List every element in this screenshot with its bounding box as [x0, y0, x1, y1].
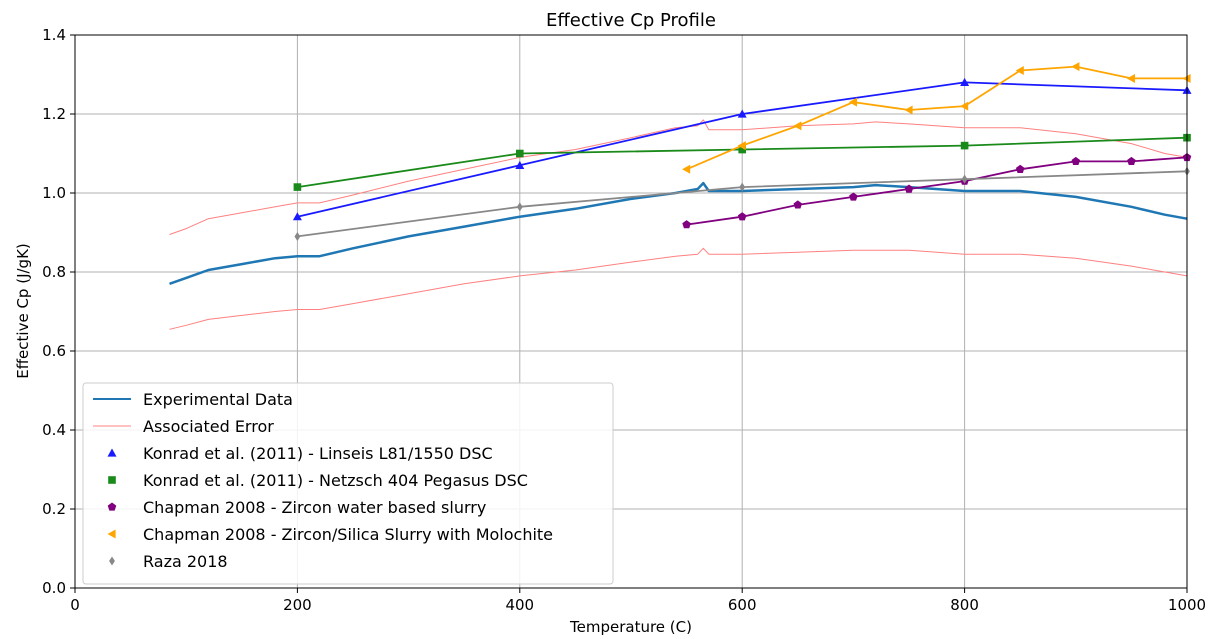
x-tick-label: 200: [283, 596, 312, 614]
chart-title: Effective Cp Profile: [546, 10, 716, 31]
legend-item: Raza 2018: [109, 552, 228, 571]
series-line: [686, 65, 1187, 171]
legend-label: Associated Error: [143, 417, 274, 436]
x-tick-label: 1000: [1168, 596, 1206, 614]
data-point: [737, 212, 747, 221]
legend-item: Konrad et al. (2011) - Netzsch 404 Pegas…: [108, 471, 528, 490]
x-tick-label: 600: [728, 596, 757, 614]
series-layer: [169, 62, 1192, 330]
legend-label: Chapman 2008 - Zircon/Silica Slurry with…: [143, 525, 553, 544]
data-point: [849, 192, 858, 201]
plot-frame: [74, 34, 1188, 589]
y-tick-label: 0.6: [42, 342, 66, 360]
y-axis-label: Effective Cp (J/gK): [14, 243, 32, 379]
series-2: [169, 247, 1188, 330]
axis-ticks: 0 200 400 600 800 1000 0.0 0.2 0.4 0.6 0.8 1.0 1.2 1.…: [42, 26, 1206, 614]
y-tick-label: 0.4: [42, 421, 66, 439]
legend-label: Experimental Data: [143, 390, 293, 409]
data-point: [1127, 156, 1136, 166]
legend-marker: [108, 476, 116, 484]
data-point: [961, 174, 968, 184]
data-point: [737, 109, 747, 118]
data-point: [738, 145, 746, 154]
series-line: [169, 247, 1188, 330]
data-point: [294, 231, 301, 241]
legend-box: [82, 382, 614, 585]
data-point: [793, 121, 802, 131]
legend-marker: [107, 448, 117, 457]
legend-marker: [107, 529, 116, 539]
data-point: [293, 183, 302, 191]
data-point: [682, 220, 691, 229]
series-0: [169, 181, 1188, 285]
legend-item: Associated Error: [93, 417, 274, 436]
y-tick-label: 0.0: [42, 579, 66, 597]
data-point: [682, 164, 691, 174]
data-point: [739, 182, 746, 192]
data-point: [515, 160, 525, 169]
data-point: [904, 184, 914, 193]
legend-item: Chapman 2008 - Zircon water based slurry: [107, 498, 486, 517]
data-point: [1126, 73, 1135, 83]
legend-label: Chapman 2008 - Zircon water based slurry: [143, 498, 486, 517]
series-line: [686, 156, 1188, 226]
y-tick-label: 1.2: [42, 105, 66, 123]
x-tick-label: 0: [70, 596, 80, 614]
data-point: [904, 105, 913, 115]
y-tick-label: 1.4: [42, 26, 66, 44]
data-point: [960, 77, 970, 86]
series-6: [682, 62, 1191, 174]
y-tick-label: 0.2: [42, 500, 66, 518]
data-point: [516, 149, 524, 158]
data-point: [1015, 164, 1025, 173]
legend-item: Chapman 2008 - Zircon/Silica Slurry with…: [107, 525, 553, 544]
data-point: [848, 97, 857, 107]
data-point: [737, 141, 746, 151]
y-tick-label: 1.0: [42, 184, 66, 202]
data-point: [292, 212, 302, 221]
legend: Experimental Data Associated Error Konrad …: [82, 382, 614, 585]
data-point: [1071, 156, 1081, 166]
y-tick-label: 0.8: [42, 263, 66, 281]
legend-label: Raza 2018: [143, 552, 228, 571]
legend-marker: [107, 502, 117, 511]
legend-marker: [109, 556, 115, 566]
data-point: [1015, 66, 1024, 76]
x-tick-label: 800: [950, 596, 979, 614]
data-point: [1071, 62, 1080, 72]
data-point: [960, 101, 969, 111]
x-axis-label: Temperature (C): [569, 618, 692, 636]
data-point: [516, 202, 523, 212]
legend-item: Konrad et al. (2011) - Linseis L81/1550 …: [107, 444, 493, 463]
legend-label: Konrad et al. (2011) - Netzsch 404 Pegas…: [143, 471, 528, 490]
data-point: [960, 141, 969, 150]
legend-item: Experimental Data: [93, 390, 293, 409]
data-point: [793, 200, 803, 209]
legend-label: Konrad et al. (2011) - Linseis L81/1550 …: [143, 444, 493, 463]
x-tick-label: 400: [505, 596, 534, 614]
series-line: [169, 181, 1188, 285]
